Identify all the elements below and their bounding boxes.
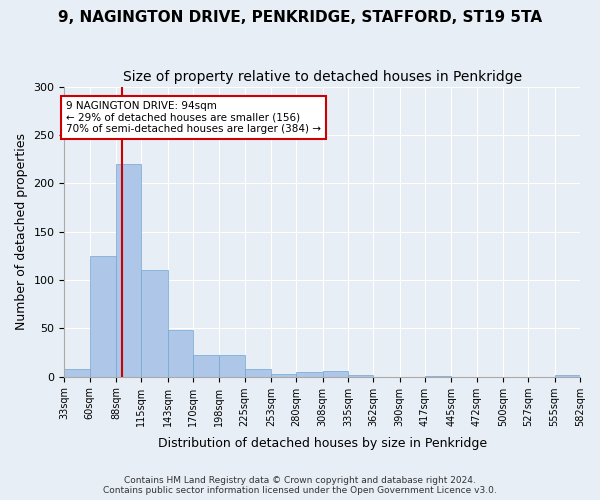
Bar xyxy=(245,369,271,376)
Bar xyxy=(193,356,220,376)
Bar xyxy=(116,164,142,376)
Bar xyxy=(90,256,116,376)
Bar xyxy=(64,369,90,376)
Bar xyxy=(271,374,296,376)
Bar xyxy=(168,330,193,376)
Y-axis label: Number of detached properties: Number of detached properties xyxy=(15,133,28,330)
Title: Size of property relative to detached houses in Penkridge: Size of property relative to detached ho… xyxy=(122,70,522,84)
X-axis label: Distribution of detached houses by size in Penkridge: Distribution of detached houses by size … xyxy=(158,437,487,450)
Bar xyxy=(142,270,168,376)
Bar xyxy=(220,356,245,376)
Text: 9 NAGINGTON DRIVE: 94sqm
← 29% of detached houses are smaller (156)
70% of semi-: 9 NAGINGTON DRIVE: 94sqm ← 29% of detach… xyxy=(66,101,321,134)
Bar xyxy=(323,371,348,376)
Bar xyxy=(296,372,323,376)
Text: Contains HM Land Registry data © Crown copyright and database right 2024.
Contai: Contains HM Land Registry data © Crown c… xyxy=(103,476,497,495)
Bar xyxy=(554,374,580,376)
Text: 9, NAGINGTON DRIVE, PENKRIDGE, STAFFORD, ST19 5TA: 9, NAGINGTON DRIVE, PENKRIDGE, STAFFORD,… xyxy=(58,10,542,25)
Bar xyxy=(348,374,373,376)
